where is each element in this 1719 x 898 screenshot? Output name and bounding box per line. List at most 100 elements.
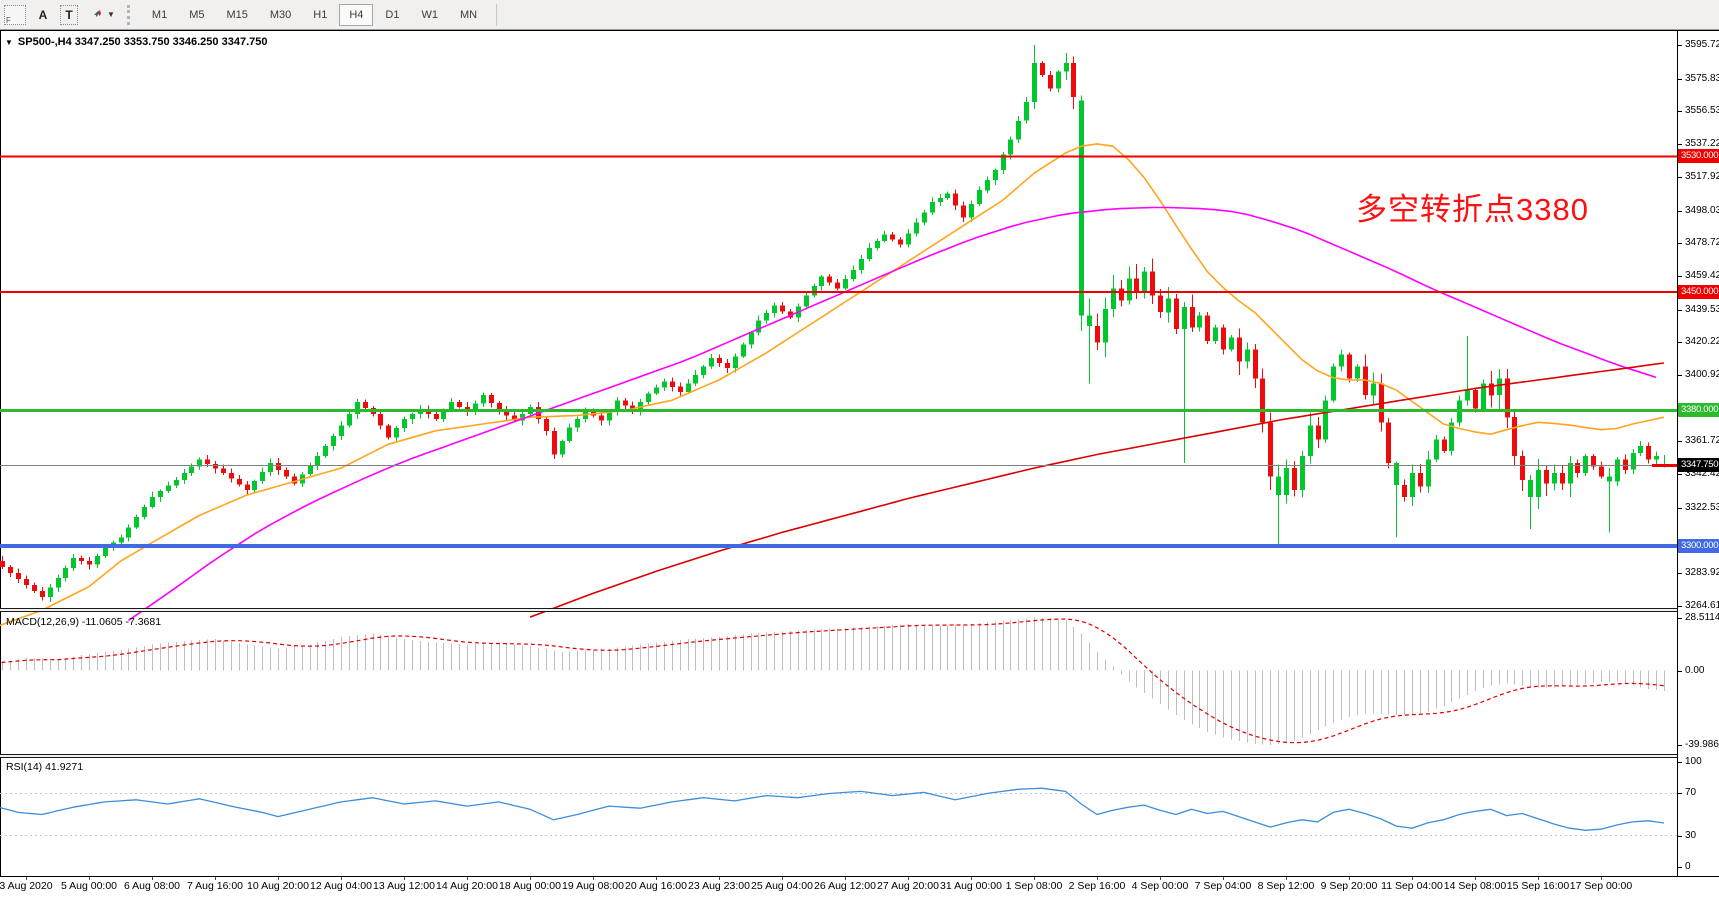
time-label: 14 Sep 08:00 bbox=[1443, 880, 1507, 892]
time-label: 14 Aug 20:00 bbox=[436, 880, 498, 892]
price-tick: 3283.920 bbox=[1685, 567, 1719, 579]
time-tick bbox=[1286, 877, 1287, 880]
price-tick: 3595.725 bbox=[1685, 39, 1719, 51]
time-label: 18 Aug 00:00 bbox=[499, 880, 561, 892]
price-tick-tick bbox=[1678, 342, 1682, 344]
rsi-indicator-label: RSI(14) 41.9271 bbox=[6, 761, 84, 773]
panel-splitter-macd[interactable] bbox=[0, 608, 1719, 612]
time-tick bbox=[341, 877, 342, 880]
time-label: 12 Aug 04:00 bbox=[310, 880, 372, 892]
time-tick bbox=[593, 877, 594, 880]
price-tick: 3342.420 bbox=[1685, 468, 1719, 480]
chart-title: ▼ SP500-,H4 3347.250 3353.750 3346.250 3… bbox=[5, 36, 267, 48]
price-tick-tick bbox=[1678, 176, 1682, 178]
time-tick bbox=[908, 877, 909, 880]
price-tick-tick bbox=[1678, 605, 1682, 607]
rsi-tick: 30 bbox=[1685, 829, 1697, 841]
tab-timeframe-M15[interactable]: M15 bbox=[216, 4, 257, 26]
price-axis[interactable]: 3595.725 3575.835 3556.530 3537.225 3517.920… bbox=[1677, 31, 1719, 876]
chart-frame-top bbox=[0, 30, 1719, 31]
chart-frame-left bbox=[0, 30, 1, 898]
chart-title-text: SP500-,H4 3347.250 3353.750 3346.250 334… bbox=[17, 36, 268, 48]
time-axis[interactable]: 3 Aug 2020 5 Aug 00:00 6 Aug 08:00 7 Aug 16… bbox=[0, 877, 1719, 898]
template-grid-icon-label: F bbox=[6, 15, 11, 25]
time-tick bbox=[89, 877, 90, 880]
template-grid-icon[interactable]: F bbox=[4, 4, 26, 25]
tab-timeframe-W1[interactable]: W1 bbox=[411, 4, 448, 26]
macd-tick: -39.9869 bbox=[1685, 738, 1719, 750]
toolbar-drag-handle[interactable] bbox=[126, 4, 135, 25]
rsi-tick: 0 bbox=[1685, 861, 1691, 873]
time-label: 6 Aug 08:00 bbox=[123, 880, 181, 892]
time-label: 1 Sep 08:00 bbox=[1005, 880, 1063, 892]
price-tick-tick bbox=[1678, 78, 1682, 80]
chart-title-dropdown-icon[interactable]: ▼ bbox=[5, 37, 13, 47]
text-label-tool-button[interactable]: A bbox=[34, 5, 52, 25]
price-tick: 3400.920 bbox=[1685, 369, 1719, 381]
chart-text-annotation[interactable]: 多空转折点3380 bbox=[1356, 192, 1589, 227]
macd-tick: 0.00 bbox=[1685, 664, 1705, 676]
time-tick bbox=[404, 877, 405, 880]
price-tick-tick bbox=[1678, 111, 1682, 113]
time-tick bbox=[1601, 877, 1602, 880]
time-label: 19 Aug 08:00 bbox=[562, 880, 624, 892]
arrows-icon bbox=[91, 9, 101, 20]
time-label: 10 Aug 20:00 bbox=[247, 880, 309, 892]
toolbar: F A T ▼ M1 M5 M15 M30 H1 H4 D1 W1 MN bbox=[0, 0, 1719, 30]
price-tick-tick bbox=[1678, 441, 1682, 443]
price-tick: 3420.225 bbox=[1685, 336, 1719, 348]
price-tick: 3575.835 bbox=[1685, 72, 1719, 84]
time-tick bbox=[1475, 877, 1476, 880]
tab-timeframe-MN[interactable]: MN bbox=[450, 4, 487, 26]
price-tick: 3498.030 bbox=[1685, 204, 1719, 216]
price-tick-tick bbox=[1678, 507, 1682, 509]
time-tick bbox=[152, 877, 153, 880]
time-label: 5 Aug 00:00 bbox=[60, 880, 118, 892]
time-tick bbox=[530, 877, 531, 880]
price-tick-tick bbox=[1678, 474, 1682, 476]
time-label: 8 Sep 12:00 bbox=[1257, 880, 1315, 892]
ma-slow-line bbox=[529, 362, 1665, 618]
time-label: 4 Sep 00:00 bbox=[1131, 880, 1189, 892]
panel-splitter-rsi[interactable] bbox=[0, 754, 1719, 758]
price-tick-tick bbox=[1678, 573, 1682, 575]
macd-tick-tick bbox=[1678, 670, 1682, 672]
toolbar-separator bbox=[496, 3, 498, 26]
rsi-tick-tick bbox=[1678, 793, 1682, 795]
tab-timeframe-H1[interactable]: H1 bbox=[303, 4, 337, 26]
macd-histogram bbox=[2, 617, 1665, 745]
arrows-tool-button[interactable]: ▼ bbox=[88, 7, 115, 23]
time-tick bbox=[719, 877, 720, 880]
time-tick bbox=[656, 877, 657, 880]
arrows-dropdown-caret[interactable]: ▼ bbox=[107, 10, 115, 19]
macd-signal-line bbox=[0, 618, 1665, 744]
time-tick bbox=[1223, 877, 1224, 880]
ma-fast-line bbox=[0, 143, 1665, 627]
rsi-tick-tick bbox=[1678, 867, 1682, 869]
tab-timeframe-M1[interactable]: M1 bbox=[142, 4, 177, 26]
price-tick-tick bbox=[1678, 309, 1682, 311]
tab-timeframe-H4[interactable]: H4 bbox=[339, 3, 374, 26]
macd-tick: 28.5114 bbox=[1685, 611, 1719, 623]
tab-timeframe-D1[interactable]: D1 bbox=[375, 4, 409, 26]
time-label: 23 Aug 23:00 bbox=[688, 880, 750, 892]
time-tick bbox=[1538, 877, 1539, 880]
time-label: 7 Aug 16:00 bbox=[186, 880, 244, 892]
time-tick bbox=[971, 877, 972, 880]
time-tick bbox=[1160, 877, 1161, 880]
ma-mid-line bbox=[127, 206, 1657, 622]
price-tick-tick bbox=[1678, 144, 1682, 146]
price-tick: 3264.615 bbox=[1685, 599, 1719, 611]
time-label: 3 Aug 2020 bbox=[0, 880, 53, 892]
time-tick bbox=[1097, 877, 1098, 880]
price-tick-tick bbox=[1678, 210, 1682, 212]
price-tick: 3361.725 bbox=[1685, 435, 1719, 447]
chart-plot-area[interactable] bbox=[0, 31, 1677, 876]
macd-indicator-label: MACD(12,26,9) -11.0605 -7.3681 bbox=[6, 616, 162, 628]
time-label: 7 Sep 04:00 bbox=[1194, 880, 1252, 892]
text-box-tool-button[interactable]: T bbox=[60, 4, 78, 25]
tab-timeframe-M5[interactable]: M5 bbox=[179, 4, 214, 26]
price-level-label-3300.000: 3300.000 bbox=[1678, 538, 1719, 553]
tab-timeframe-M30[interactable]: M30 bbox=[260, 4, 301, 26]
price-tick: 3517.920 bbox=[1685, 170, 1719, 182]
